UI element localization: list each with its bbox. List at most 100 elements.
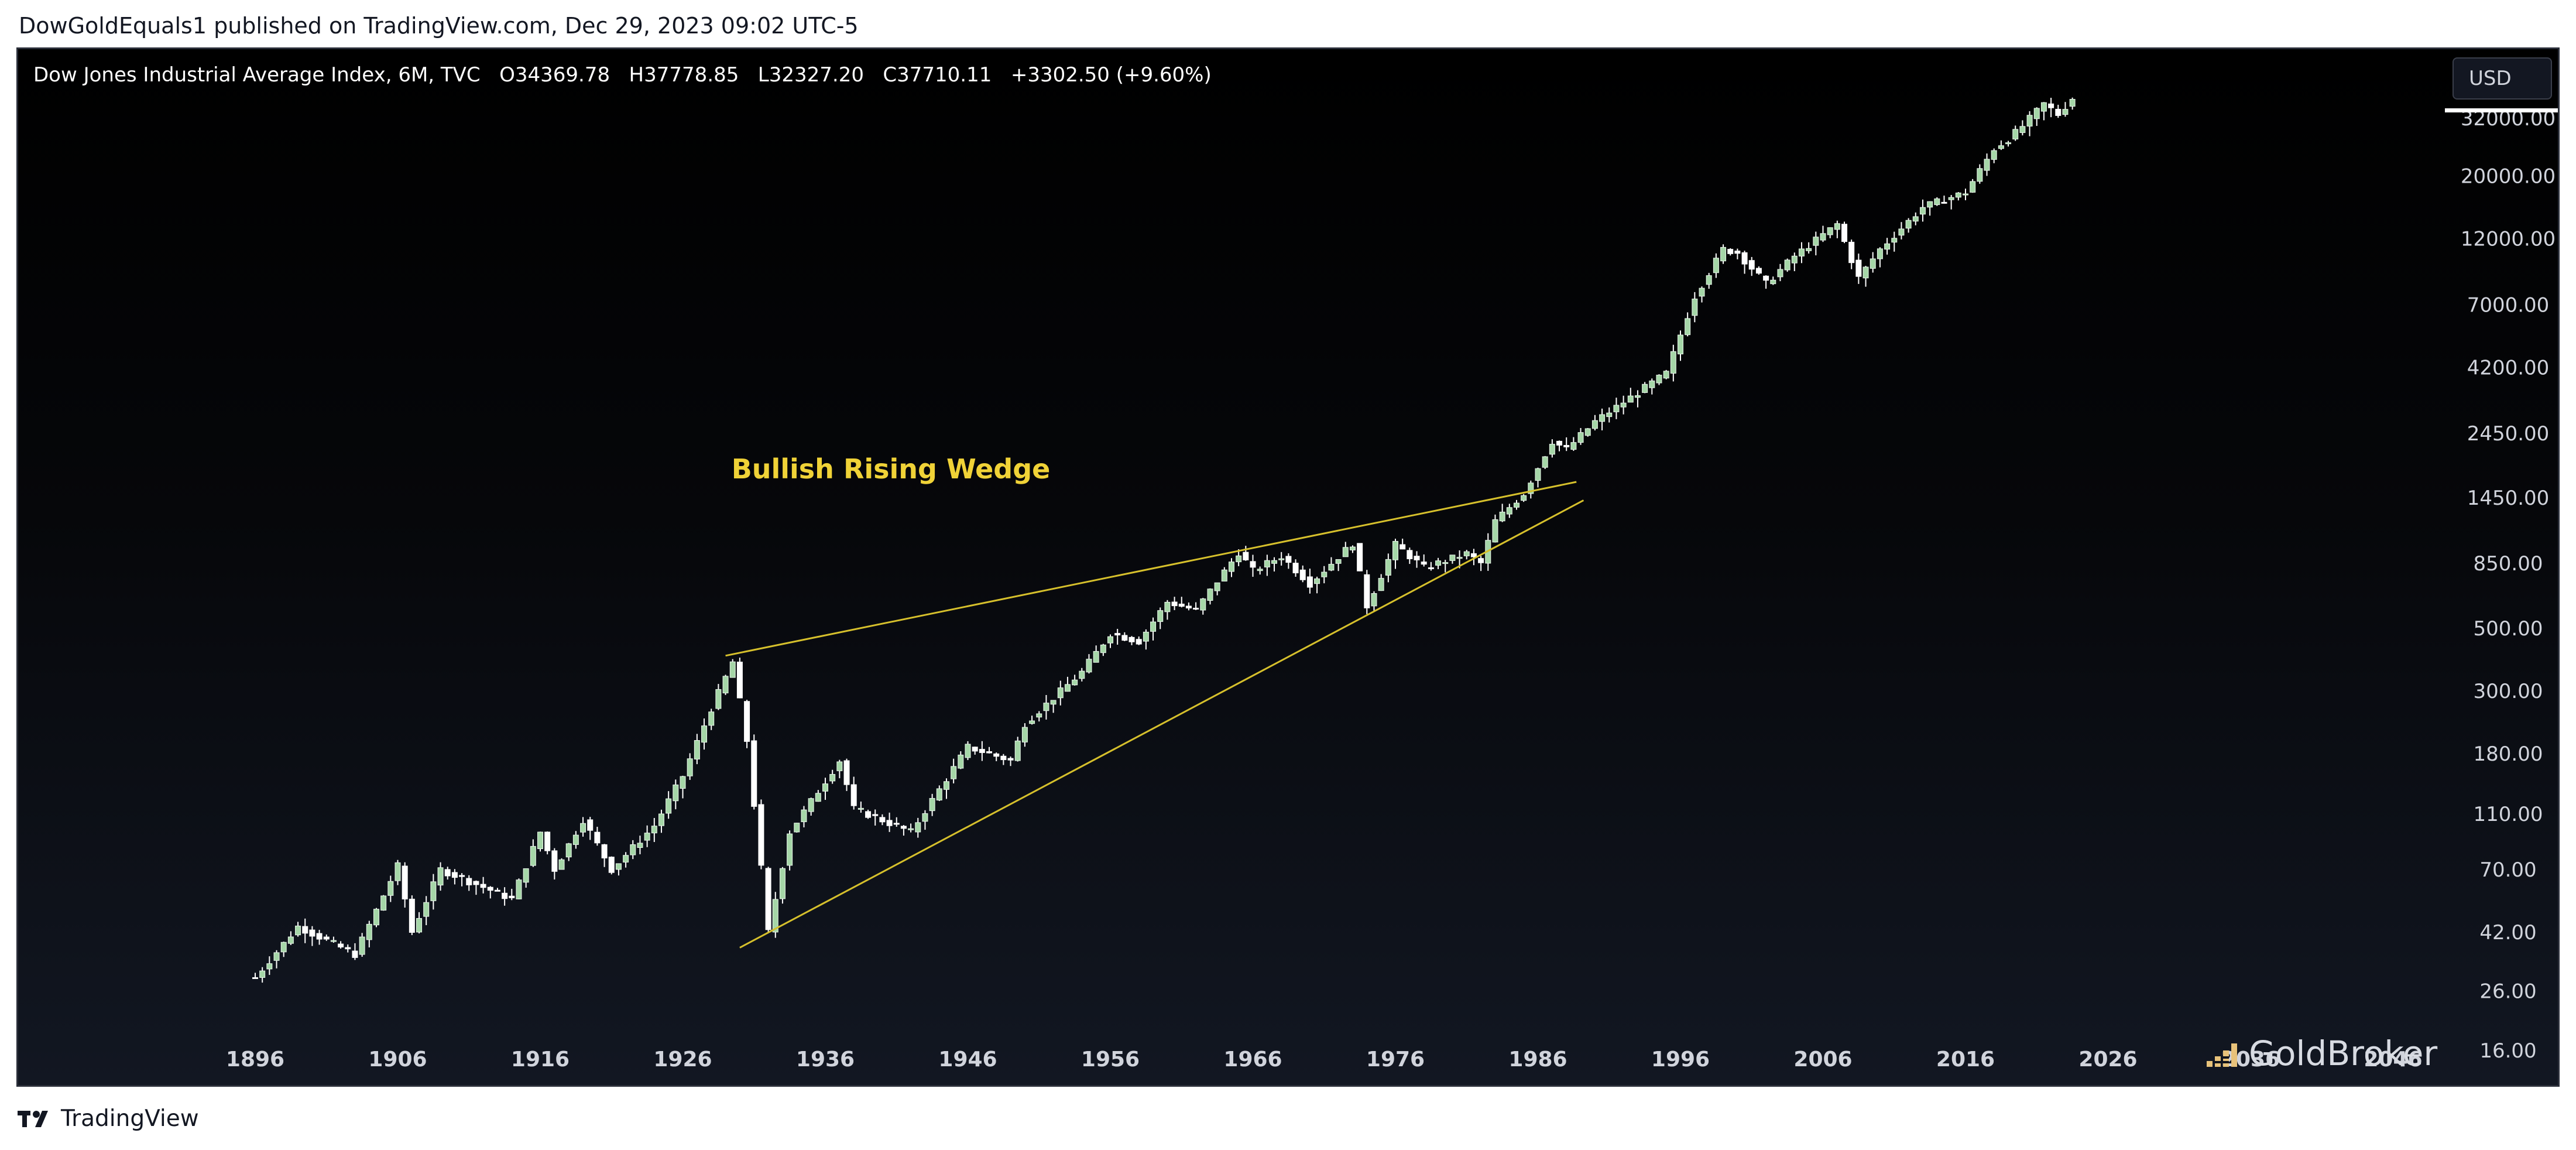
time-axis[interactable]: 1896 1906 1916 1926 1936 1946 1956 1966 1976 1986… [226, 1048, 2423, 1072]
candle-body [466, 878, 472, 885]
candle-body [1898, 228, 1905, 236]
candle-body [1029, 720, 1035, 724]
candle-body [943, 781, 949, 790]
candle-body [850, 784, 857, 806]
symbol-legend: Dow Jones Industrial Average Index, 6M, … [33, 63, 1212, 87]
candle-body [1100, 644, 1106, 653]
time-tick-label: 1966 [1223, 1048, 1282, 1072]
candle-body [615, 863, 622, 870]
candle-body [530, 846, 536, 866]
price-tick-label: 16.00 [2479, 1039, 2536, 1063]
time-tick-label: 1986 [1508, 1048, 1567, 1072]
candle-body [637, 843, 643, 848]
candle-body [1271, 560, 1278, 564]
candle-body [1570, 442, 1577, 450]
candle-body [729, 661, 736, 678]
candle-body [558, 859, 565, 870]
candle-body [1064, 684, 1071, 692]
candle-body [2033, 108, 2040, 119]
candle-body [1007, 758, 1014, 761]
wedge-lower-line[interactable] [739, 499, 1584, 949]
candle-body [580, 823, 586, 833]
candle-body [666, 798, 672, 814]
candle-body [537, 831, 543, 850]
candle-body [1349, 546, 1356, 550]
candle-body [1862, 266, 1869, 279]
candle-body [459, 875, 465, 877]
candle-body [865, 811, 872, 818]
candle-body [1185, 605, 1192, 609]
time-tick-label: 1996 [1651, 1048, 1710, 1072]
candle-body [843, 760, 850, 785]
candle-body [1713, 258, 1719, 273]
candle-body [2069, 99, 2076, 107]
candle-body [1086, 659, 1092, 673]
candle-body [822, 783, 828, 792]
chart-canvas[interactable]: Bullish Rising Wedge 32000.0020000.00120… [18, 49, 2560, 1087]
price-tick-label: 2450.00 [2467, 422, 2550, 446]
time-tick-label: 1906 [368, 1048, 427, 1072]
candle-body [330, 940, 337, 942]
candle-body [1000, 755, 1007, 761]
candle-body [1357, 543, 1363, 571]
currency-button[interactable]: USD [2452, 57, 2552, 100]
candle-body [380, 895, 387, 911]
candle-body [1720, 247, 1727, 262]
wedge-lines[interactable] [725, 481, 1584, 949]
candle-body [1727, 249, 1734, 254]
time-tick-label: 1896 [226, 1048, 284, 1072]
price-tick-label: 500.00 [2474, 617, 2543, 641]
candle-body [1057, 687, 1064, 699]
candle-body [1136, 639, 1142, 645]
price-axis[interactable]: 32000.0020000.0012000.007000.004200.0024… [2461, 107, 2556, 1063]
candle-body [1692, 299, 1698, 316]
candle-body [295, 925, 301, 936]
tradingview-logo[interactable]: TradingView [18, 1105, 199, 1132]
candle-body [2048, 103, 2054, 108]
candle-body [1577, 432, 1584, 443]
time-tick-label: 2016 [1936, 1048, 1995, 1072]
candle-body [1043, 703, 1049, 711]
candle-body [1164, 601, 1171, 612]
candle-body [587, 819, 594, 831]
candle-body [1321, 571, 1328, 577]
wedge-upper-line[interactable] [725, 481, 1577, 657]
candle-body [872, 814, 879, 816]
candle-body [651, 826, 657, 834]
candle-body [266, 963, 273, 970]
published-caption: DowGoldEquals1 published on TradingView.… [19, 13, 859, 39]
candle-body [1214, 582, 1220, 591]
candle-body [1456, 557, 1463, 559]
candle-body [1435, 560, 1442, 566]
candle-body [1649, 380, 1655, 388]
candle-body [1813, 237, 1819, 246]
candle-body [744, 701, 750, 742]
time-tick-label: 1916 [511, 1048, 570, 1072]
goldbroker-bars-icon [2207, 1043, 2237, 1067]
candle-body [1114, 633, 1121, 636]
candle-body [1763, 275, 1769, 281]
candle-body [900, 826, 907, 829]
candle-body [1093, 651, 1099, 663]
candle-body [1977, 168, 1983, 182]
candle-body [630, 844, 636, 855]
candle-body [623, 855, 629, 862]
candle-body [1606, 412, 1613, 417]
price-tick-label: 12000.00 [2461, 227, 2556, 251]
wedge-annotation-label[interactable]: Bullish Rising Wedge [732, 453, 1051, 485]
candle-body [516, 879, 522, 899]
candle-body [1791, 255, 1798, 263]
candle-body [366, 923, 372, 940]
chart-pane[interactable]: Bullish Rising Wedge 32000.00 20000.00 120… [16, 47, 2560, 1087]
candle-body [1584, 428, 1591, 436]
time-tick-label: 1976 [1366, 1048, 1425, 1072]
last-price-marker [2445, 108, 2558, 112]
candle-body [1663, 371, 1669, 379]
candle-body [1877, 248, 1883, 259]
candle-body [1870, 258, 1876, 269]
price-tick-label: 300.00 [2474, 680, 2543, 703]
time-tick-label: 1936 [796, 1048, 855, 1072]
candle-body [1421, 562, 1427, 565]
candle-body [523, 868, 529, 883]
candle-body [1513, 502, 1519, 508]
